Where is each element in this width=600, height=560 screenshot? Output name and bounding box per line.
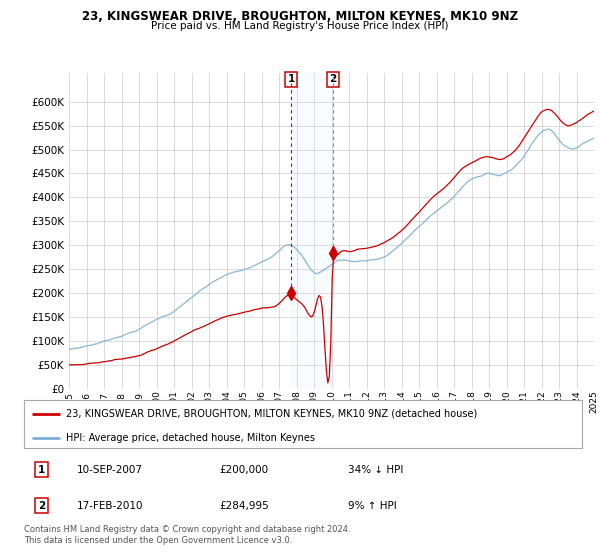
Text: 9% ↑ HPI: 9% ↑ HPI: [347, 501, 397, 511]
Text: 1: 1: [287, 74, 295, 85]
Text: Contains HM Land Registry data © Crown copyright and database right 2024.
This d: Contains HM Land Registry data © Crown c…: [24, 525, 350, 545]
Text: 2: 2: [38, 501, 45, 511]
Bar: [291, 73, 333, 389]
Text: 23, KINGSWEAR DRIVE, BROUGHTON, MILTON KEYNES, MK10 9NZ: 23, KINGSWEAR DRIVE, BROUGHTON, MILTON K…: [82, 10, 518, 23]
Text: £200,000: £200,000: [220, 465, 268, 475]
Text: 1: 1: [38, 465, 45, 475]
Text: 34% ↓ HPI: 34% ↓ HPI: [347, 465, 403, 475]
Text: £284,995: £284,995: [220, 501, 269, 511]
Text: 10-SEP-2007: 10-SEP-2007: [77, 465, 143, 475]
Text: HPI: Average price, detached house, Milton Keynes: HPI: Average price, detached house, Milt…: [66, 432, 315, 442]
Text: 17-FEB-2010: 17-FEB-2010: [77, 501, 143, 511]
Text: Price paid vs. HM Land Registry's House Price Index (HPI): Price paid vs. HM Land Registry's House …: [151, 21, 449, 31]
Text: 2: 2: [329, 74, 337, 85]
Text: 23, KINGSWEAR DRIVE, BROUGHTON, MILTON KEYNES, MK10 9NZ (detached house): 23, KINGSWEAR DRIVE, BROUGHTON, MILTON K…: [66, 409, 477, 419]
